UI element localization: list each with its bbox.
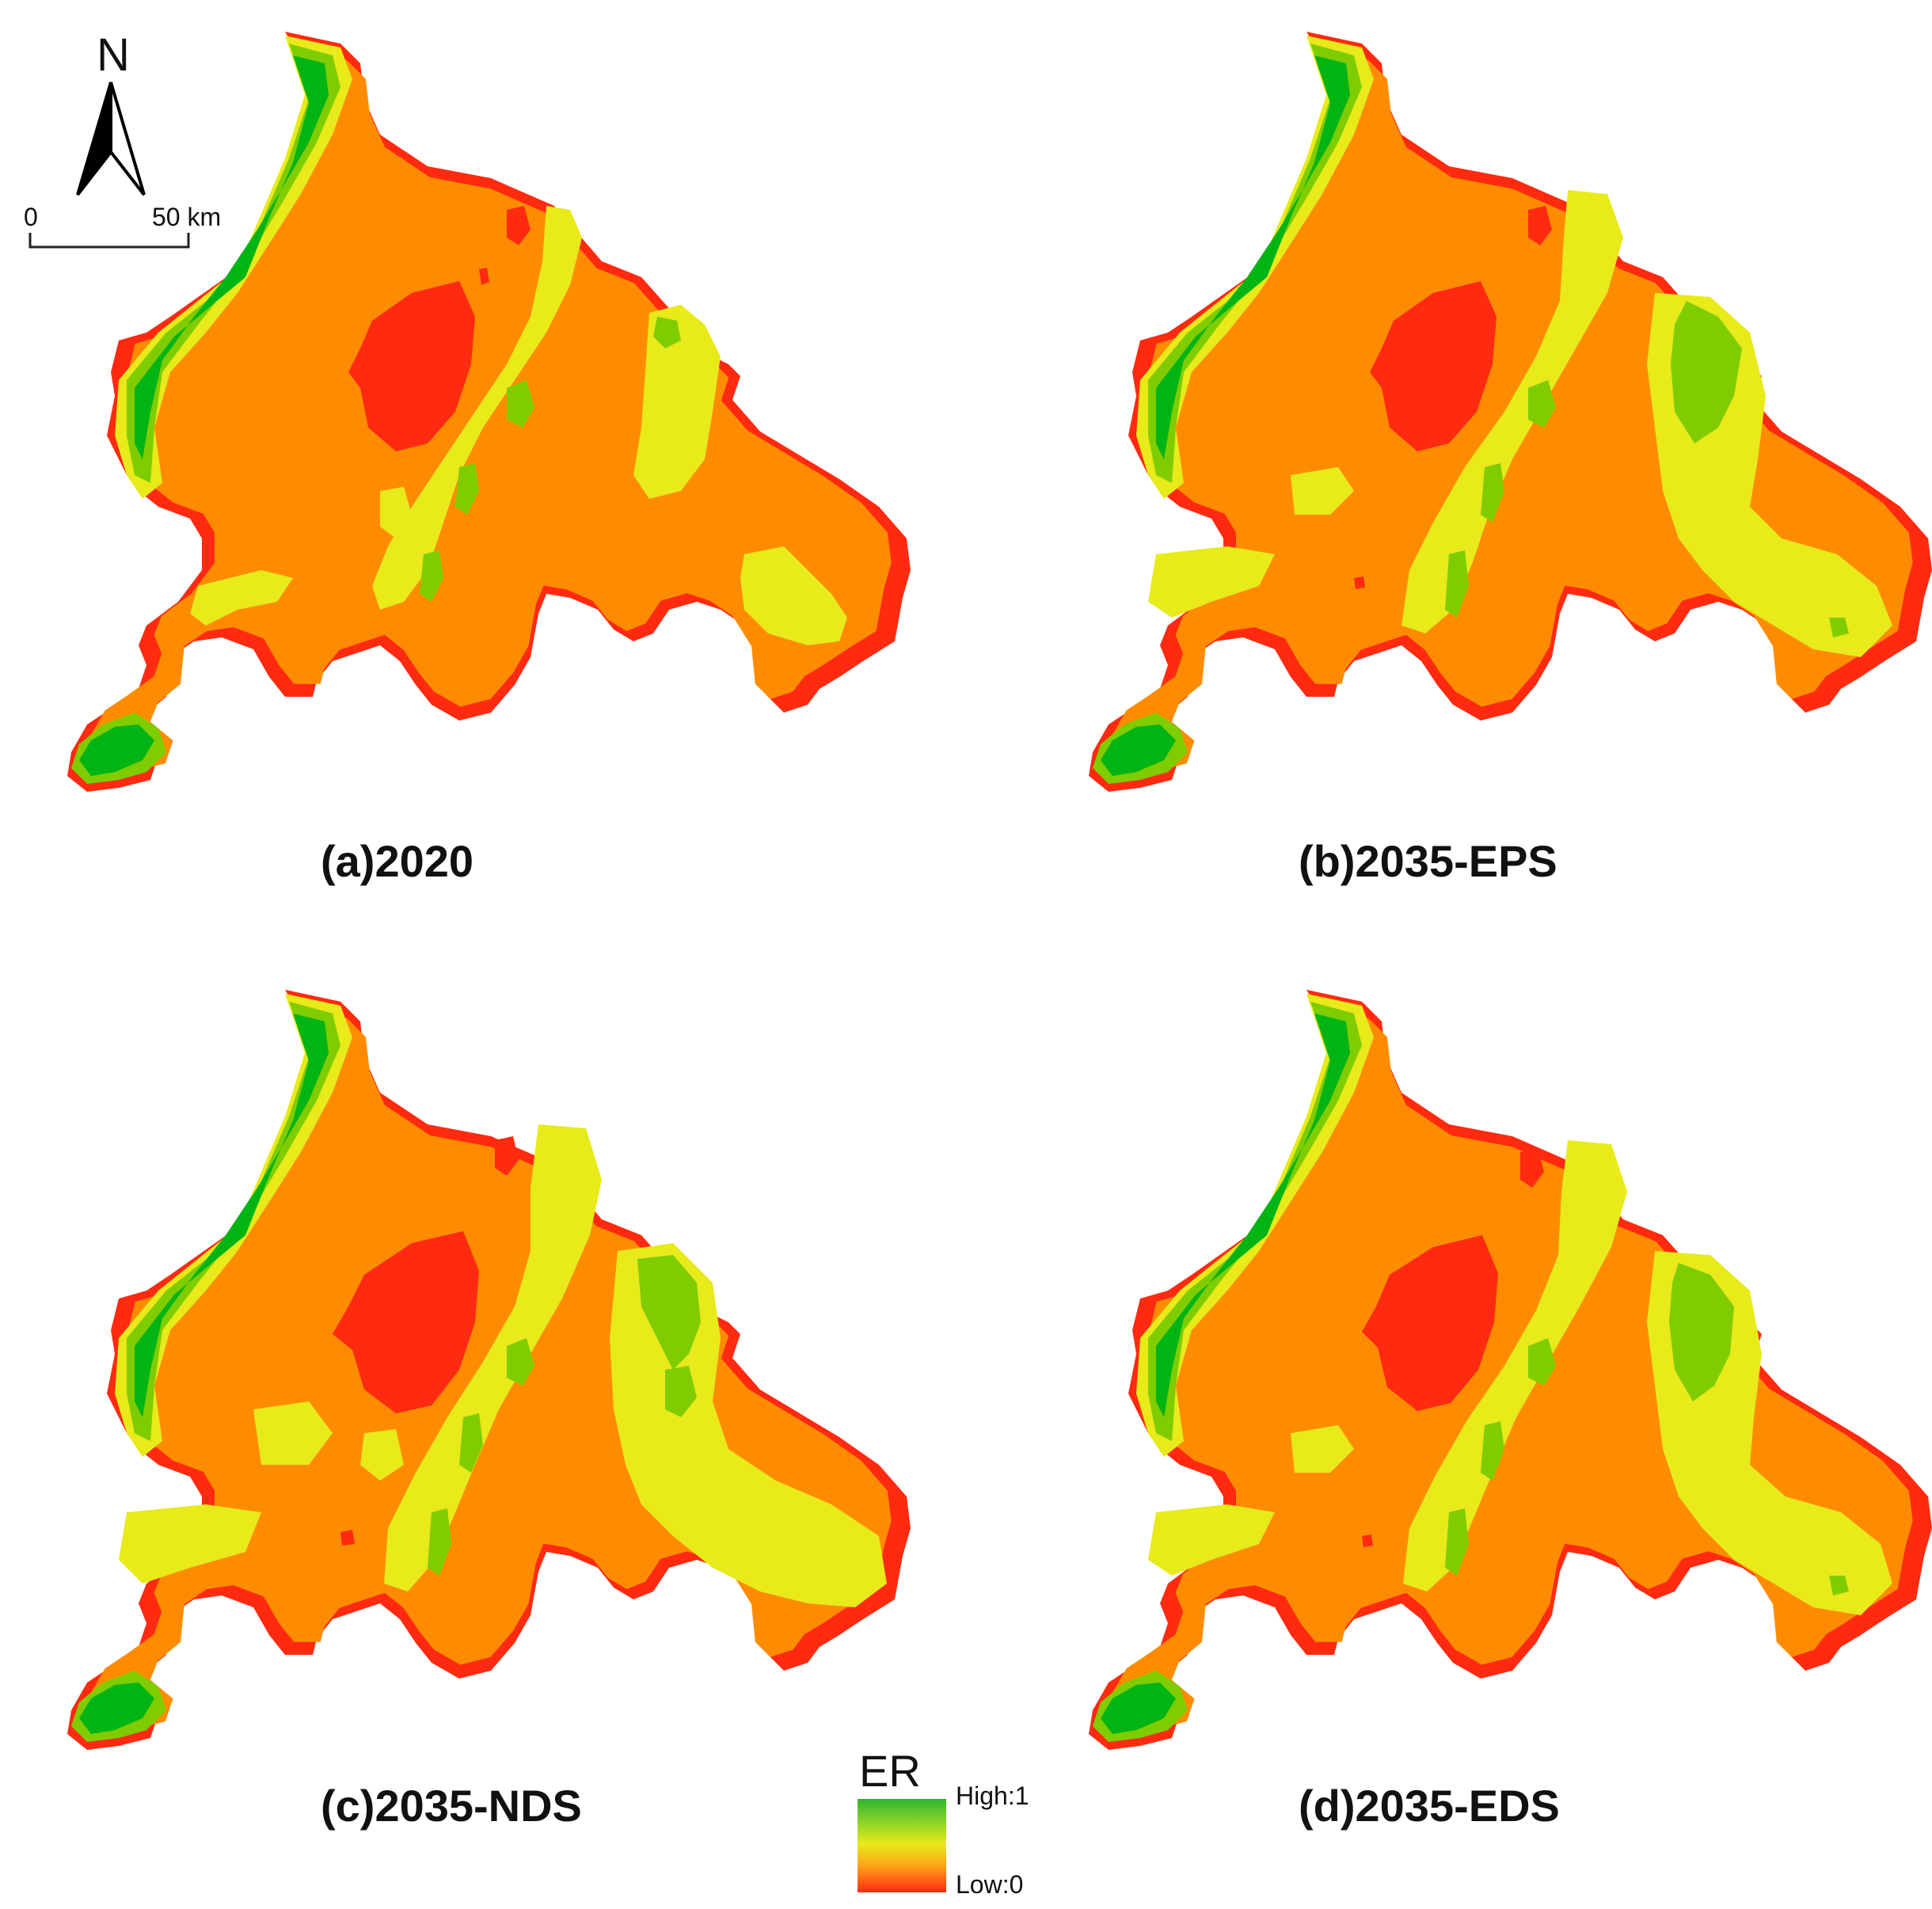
map-panel-a bbox=[67, 32, 911, 792]
map-panel-d bbox=[1089, 990, 1932, 1750]
north-arrow-label: N bbox=[97, 29, 130, 81]
legend-low-label: Low:0 bbox=[956, 1870, 1024, 1899]
scale-bar-end-label: 50 km bbox=[152, 203, 222, 231]
scale-bar-start-label: 0 bbox=[24, 203, 38, 231]
panel-caption-c: (c)2035-NDS bbox=[321, 1781, 582, 1831]
panel-caption-b: (b)2035-EPS bbox=[1299, 836, 1557, 886]
map-panel-b bbox=[1089, 32, 1932, 792]
legend-title: ER bbox=[859, 1746, 921, 1796]
scale-bar-line bbox=[29, 233, 190, 249]
panel-caption-a: (a)2020 bbox=[321, 836, 474, 886]
legend-high-label: High:1 bbox=[956, 1782, 1029, 1810]
north-arrow-icon bbox=[76, 82, 146, 196]
legend-color-ramp bbox=[858, 1799, 946, 1892]
map-panel-c bbox=[67, 990, 911, 1750]
panel-caption-d: (d)2035-EDS bbox=[1299, 1781, 1560, 1831]
